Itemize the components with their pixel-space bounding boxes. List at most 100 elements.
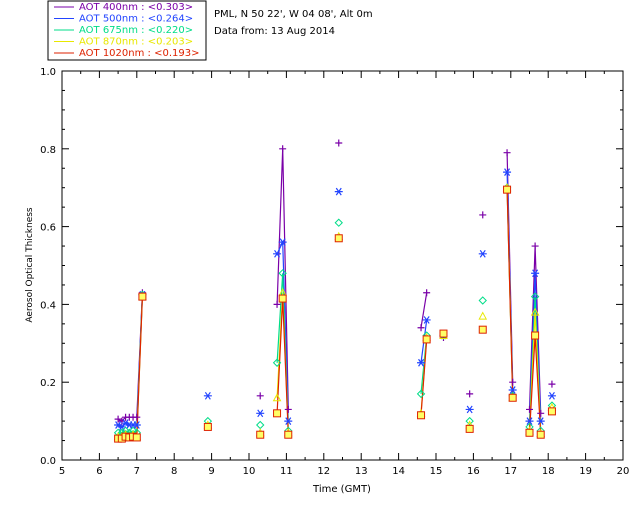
y-tick-label: 0.0 <box>40 456 56 467</box>
series-markers <box>113 139 557 443</box>
data-point <box>478 296 487 305</box>
data-point <box>465 405 474 414</box>
data-point <box>525 428 534 437</box>
x-tick-label: 11 <box>280 466 293 477</box>
data-point <box>525 417 534 425</box>
data-point <box>548 380 556 388</box>
data-date: Data from: 13 Aug 2014 <box>214 26 335 37</box>
data-point <box>465 416 474 426</box>
axes: 5 6 7 8 9 10 11 12 13 14 15 16 17 18 19 20 0.0 0.2 0.4 0.6 0… <box>40 67 629 477</box>
legend-entry: AOT 1020nm : <0.193> <box>79 48 199 59</box>
data-point <box>417 358 426 367</box>
legend: AOT 400nm : <0.303>AOT 500nm : <0.264>AO… <box>47 0 207 61</box>
x-axis-label: Time (GMT) <box>312 484 371 495</box>
data-point <box>417 411 426 420</box>
x-tick-label: 16 <box>467 466 480 477</box>
series-line <box>420 339 428 416</box>
data-point <box>547 407 556 416</box>
data-point <box>256 409 265 418</box>
legend-frame <box>47 0 207 61</box>
data-point <box>132 433 141 442</box>
data-point <box>284 405 292 413</box>
data-point <box>256 420 265 430</box>
data-point <box>465 424 474 433</box>
legend-entry: AOT 400nm : <0.303> <box>79 2 193 13</box>
data-point <box>279 145 287 153</box>
data-point <box>203 391 212 400</box>
x-tick-label: 15 <box>430 466 443 477</box>
y-tick-label: 0.4 <box>40 300 56 311</box>
data-point <box>439 329 448 338</box>
data-point <box>478 325 487 334</box>
data-point <box>334 234 343 243</box>
x-tick-label: 18 <box>542 466 555 477</box>
data-point <box>547 391 556 400</box>
data-point <box>530 307 540 316</box>
data-point <box>531 331 540 340</box>
x-tick-label: 9 <box>208 466 214 477</box>
data-point <box>273 300 281 308</box>
data-point <box>284 430 293 439</box>
data-point <box>138 292 147 301</box>
data-point <box>423 289 431 297</box>
data-point <box>132 421 141 429</box>
x-tick-label: 20 <box>617 466 630 477</box>
data-point <box>416 389 426 399</box>
data-point <box>503 168 512 176</box>
legend-entry: AOT 500nm : <0.264> <box>79 14 193 25</box>
data-point <box>273 249 282 258</box>
data-point <box>278 294 287 303</box>
data-point <box>537 409 545 417</box>
data-point <box>536 430 545 439</box>
data-point <box>334 187 343 196</box>
data-point <box>278 269 287 278</box>
legend-entry: AOT 675nm : <0.220> <box>79 25 193 36</box>
data-point <box>422 316 431 324</box>
series-line <box>420 292 428 328</box>
data-point <box>272 393 282 402</box>
y-tick-label: 0.8 <box>40 145 56 156</box>
data-point <box>114 415 122 423</box>
series-line <box>506 189 514 398</box>
y-tick-label: 0.6 <box>40 223 56 234</box>
data-point <box>133 413 141 421</box>
data-point <box>526 405 533 413</box>
data-point <box>334 218 343 227</box>
x-tick-label: 8 <box>171 466 177 477</box>
data-point <box>508 393 517 402</box>
data-point <box>530 292 540 301</box>
series-lines <box>117 148 542 440</box>
x-tick-label: 17 <box>504 466 517 477</box>
data-point <box>536 417 545 425</box>
legend-entry: AOT 870nm : <0.203> <box>79 37 193 48</box>
data-point <box>335 139 343 147</box>
data-point <box>272 358 282 367</box>
data-point <box>256 392 264 400</box>
data-point <box>203 422 212 431</box>
y-axis-label: Aerosol Optical Thickness <box>25 207 35 323</box>
x-tick-label: 12 <box>317 466 330 477</box>
site-location: PML, N 50 22', W 04 08', Alt 0m <box>214 9 373 20</box>
x-tick-label: 13 <box>355 466 368 477</box>
x-tick-label: 14 <box>392 466 405 477</box>
data-point <box>503 185 512 194</box>
data-point <box>479 211 487 219</box>
data-point <box>284 417 293 425</box>
data-point <box>531 242 539 250</box>
data-point <box>417 324 425 332</box>
data-point <box>503 149 511 157</box>
data-point <box>256 430 265 439</box>
x-tick-label: 7 <box>134 466 140 477</box>
y-tick-label: 1.0 <box>40 67 56 78</box>
x-tick-label: 10 <box>243 466 256 477</box>
data-point <box>478 249 487 258</box>
data-point <box>273 409 282 418</box>
x-tick-label: 6 <box>96 466 102 477</box>
x-tick-label: 5 <box>59 466 65 477</box>
x-tick-label: 19 <box>579 466 592 477</box>
data-point <box>478 311 488 320</box>
data-point <box>466 390 474 398</box>
y-tick-label: 0.2 <box>40 378 56 389</box>
data-point <box>509 378 517 386</box>
